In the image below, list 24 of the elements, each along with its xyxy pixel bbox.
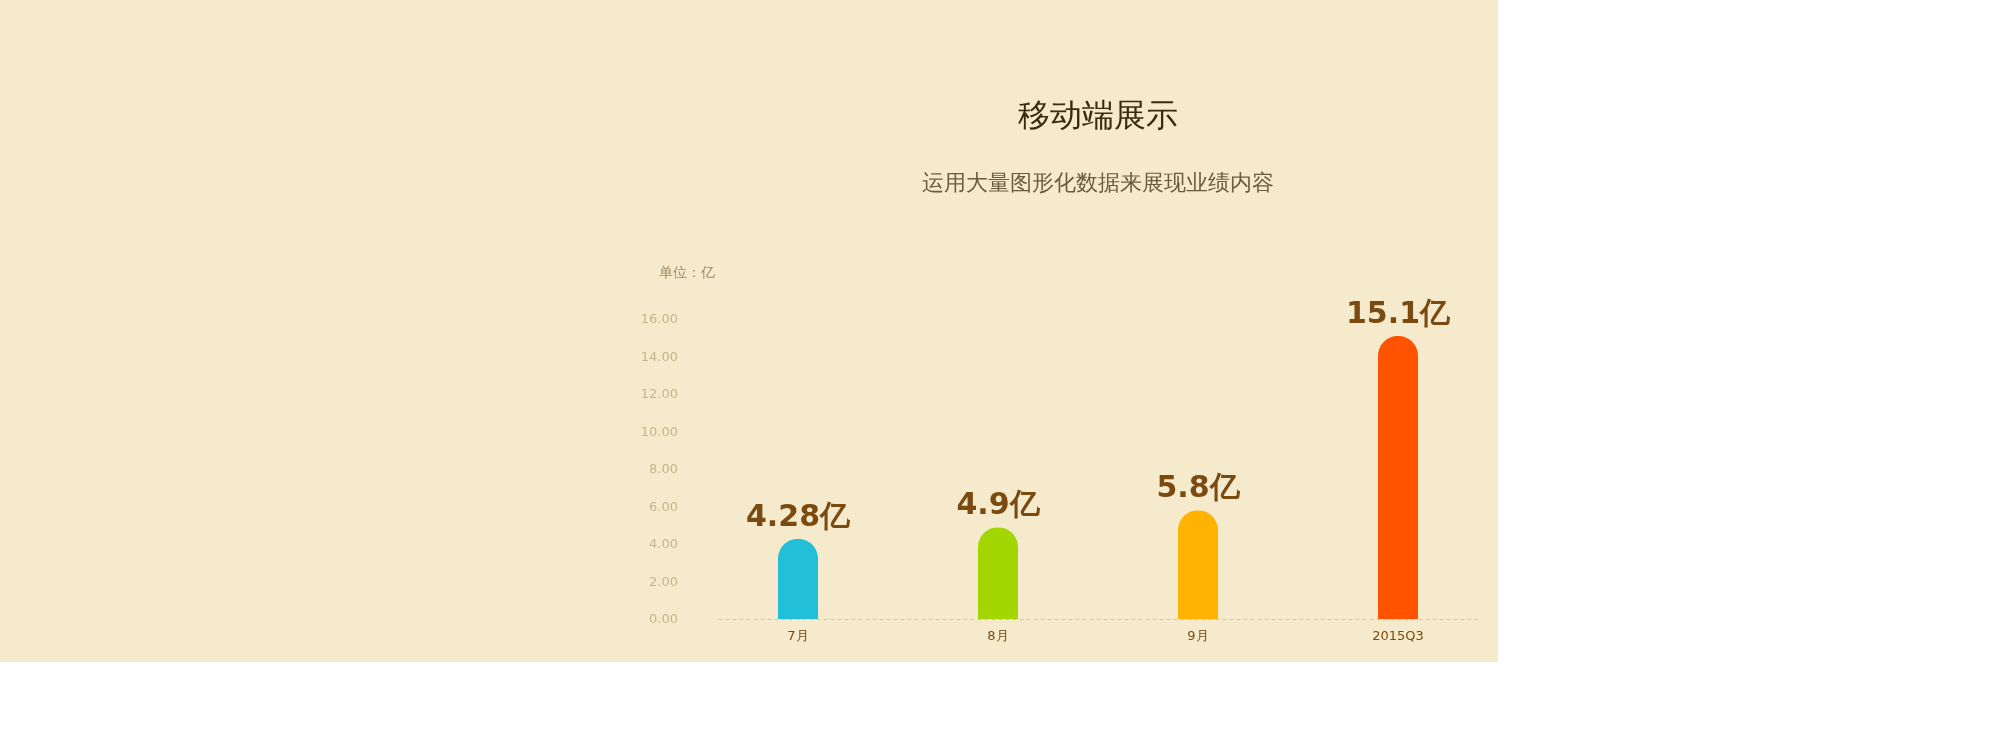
x-tick-label: 7月: [787, 627, 809, 643]
y-tick-label: 2.00: [649, 573, 678, 589]
bar: [1378, 335, 1418, 619]
y-axis-title: 单位：亿: [658, 263, 715, 280]
x-tick-label: 2015Q3: [1372, 627, 1424, 643]
y-tick-label: 8.00: [649, 461, 678, 476]
y-tick-label: 14.00: [640, 348, 678, 364]
x-tick-label: 9月: [1187, 627, 1209, 643]
data-label: 5.8亿: [1156, 469, 1241, 505]
y-tick-label: 6.00: [649, 498, 678, 514]
y-tick-label: 12.00: [640, 386, 678, 401]
y-tick-label: 4.00: [649, 536, 678, 551]
y-tick-label: 10.00: [640, 423, 678, 439]
x-tick-label: 8月: [987, 627, 1009, 643]
data-label: 15.1亿: [1345, 294, 1451, 330]
y-tick-label: 16.00: [640, 311, 678, 326]
data-label: 4.9亿: [956, 486, 1041, 522]
chart-title: 移动端展示: [1018, 96, 1178, 134]
bar: [778, 538, 818, 619]
bar: [1178, 510, 1218, 619]
y-tick-label: 0.00: [649, 611, 678, 626]
data-label: 4.28亿: [745, 497, 851, 533]
chart-subtitle: 运用大量图形化数据来展现业绩内容: [922, 170, 1274, 195]
bar: [978, 527, 1018, 619]
